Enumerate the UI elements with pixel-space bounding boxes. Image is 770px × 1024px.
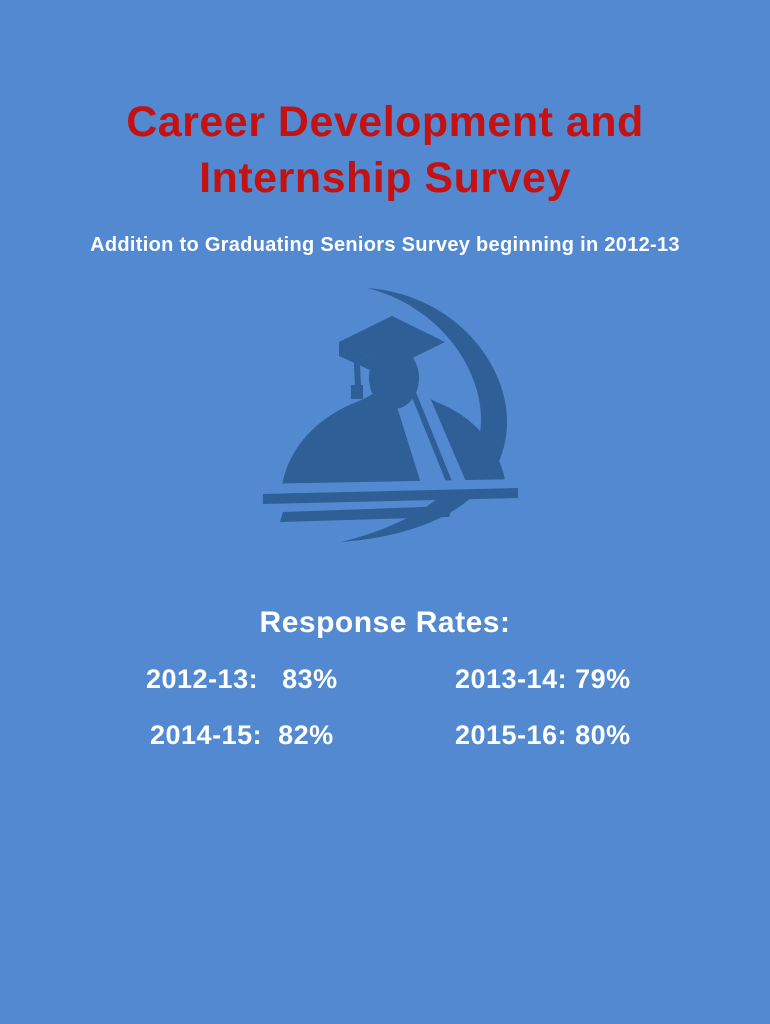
graduate-icon <box>255 282 521 550</box>
graduate-cap-swoosh-icon <box>255 288 521 542</box>
response-rate-2014-15: 2014-15: 82% <box>150 720 334 750</box>
subtitle: Addition to Graduating Seniors Survey be… <box>90 234 680 256</box>
tassel-knob <box>351 385 363 399</box>
response-rate-2012-13: 2012-13: 83% <box>146 664 338 694</box>
response-rates-heading: Response Rates: <box>259 606 511 639</box>
page-title: Career Development and Internship Survey <box>0 94 770 206</box>
collar-gap-right <box>415 386 467 486</box>
response-rate-2015-16: 2015-16: 80% <box>455 720 631 750</box>
page-title-line2: Internship Survey <box>199 154 571 202</box>
mortarboard-band <box>339 342 392 380</box>
desk-bar-bottom <box>280 506 453 522</box>
collar-gap-left <box>393 387 441 490</box>
tassel-cord <box>353 345 361 386</box>
desk-bar-top <box>263 488 518 504</box>
response-rate-2013-14: 2013-14: 79% <box>455 664 631 694</box>
page-title-line1: Career Development and <box>126 98 644 146</box>
